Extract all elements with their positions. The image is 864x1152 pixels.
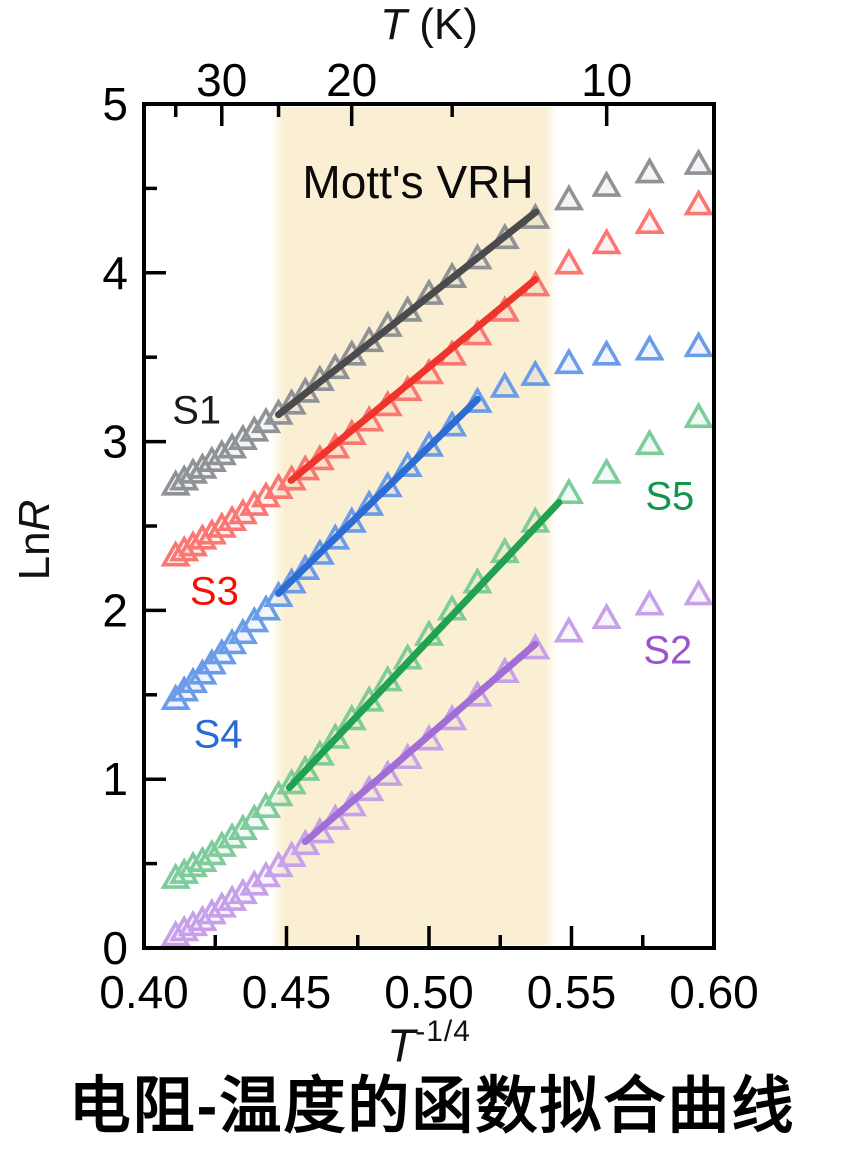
data-point-S4 <box>553 347 585 375</box>
top-axis-title: T (K) <box>144 0 714 49</box>
data-point-S2 <box>683 578 714 606</box>
y-tick-label: 0 <box>102 922 128 974</box>
y-tick-label: 4 <box>102 247 128 299</box>
x-tick-label: 0.60 <box>669 966 759 1018</box>
data-point-S5 <box>634 428 665 456</box>
data-point-S2 <box>553 616 585 643</box>
data-point-S5 <box>591 457 622 484</box>
x-axis-title-exponent: -1/4 <box>415 1015 471 1048</box>
data-point-S1 <box>591 170 622 197</box>
series-S1-fit-line <box>275 208 540 419</box>
y-tick-label: 2 <box>102 584 128 636</box>
top-axis-title-unit: (K) <box>407 0 478 49</box>
y-axis-title: LnR <box>10 428 59 652</box>
x-axis-title: T-1/4 <box>144 1016 714 1072</box>
y-tick-label: 1 <box>102 753 128 805</box>
data-point-S3 <box>683 188 714 216</box>
y-axis-title-symbol: R <box>10 499 59 532</box>
top-tick-label: 30 <box>196 54 247 106</box>
x-axis-title-symbol: T <box>387 1019 416 1072</box>
data-point-S1 <box>553 183 585 211</box>
data-point-S1 <box>634 156 665 184</box>
data-point-S3 <box>553 248 585 275</box>
x-tick-label: 0.45 <box>242 966 332 1018</box>
y-tick-label: 5 <box>102 78 128 130</box>
data-point-S3 <box>263 472 294 499</box>
series-S4-fit-line <box>275 395 481 598</box>
data-point-S4 <box>520 359 551 386</box>
data-point-S3 <box>634 207 665 234</box>
x-tick-label: 0.50 <box>384 966 474 1018</box>
x-tick-label: 0.55 <box>527 966 617 1018</box>
data-point-S1 <box>683 148 714 175</box>
y-axis-title-prefix: Ln <box>10 531 59 581</box>
data-point-S4 <box>634 334 665 361</box>
data-point-S3 <box>591 227 622 255</box>
top-tick-label: 10 <box>581 54 632 106</box>
series-S2-markers <box>160 578 714 947</box>
data-point-S4 <box>160 683 191 710</box>
y-tick-label: 3 <box>102 416 128 468</box>
series-S2-fit-line <box>301 640 539 846</box>
data-point-S2 <box>634 589 665 616</box>
vrh-annotation: Mott's VRH <box>302 156 534 208</box>
series-S3-fit-line <box>287 276 539 484</box>
data-point-S4 <box>591 339 622 366</box>
series-S5-fit-line <box>285 498 563 792</box>
data-point-S4 <box>250 594 282 621</box>
top-axis-title-symbol: T <box>380 0 407 49</box>
data-point-S5 <box>683 401 714 429</box>
data-point-S2 <box>591 602 622 629</box>
top-tick-label: 20 <box>326 54 377 106</box>
data-point-S4 <box>489 371 520 398</box>
data-point-S5 <box>553 477 585 505</box>
x-tick-label: 0.40 <box>99 966 189 1018</box>
figure-caption: 电阻-温度的函数拟合曲线 <box>68 1072 796 1141</box>
data-point-S4 <box>683 330 714 358</box>
